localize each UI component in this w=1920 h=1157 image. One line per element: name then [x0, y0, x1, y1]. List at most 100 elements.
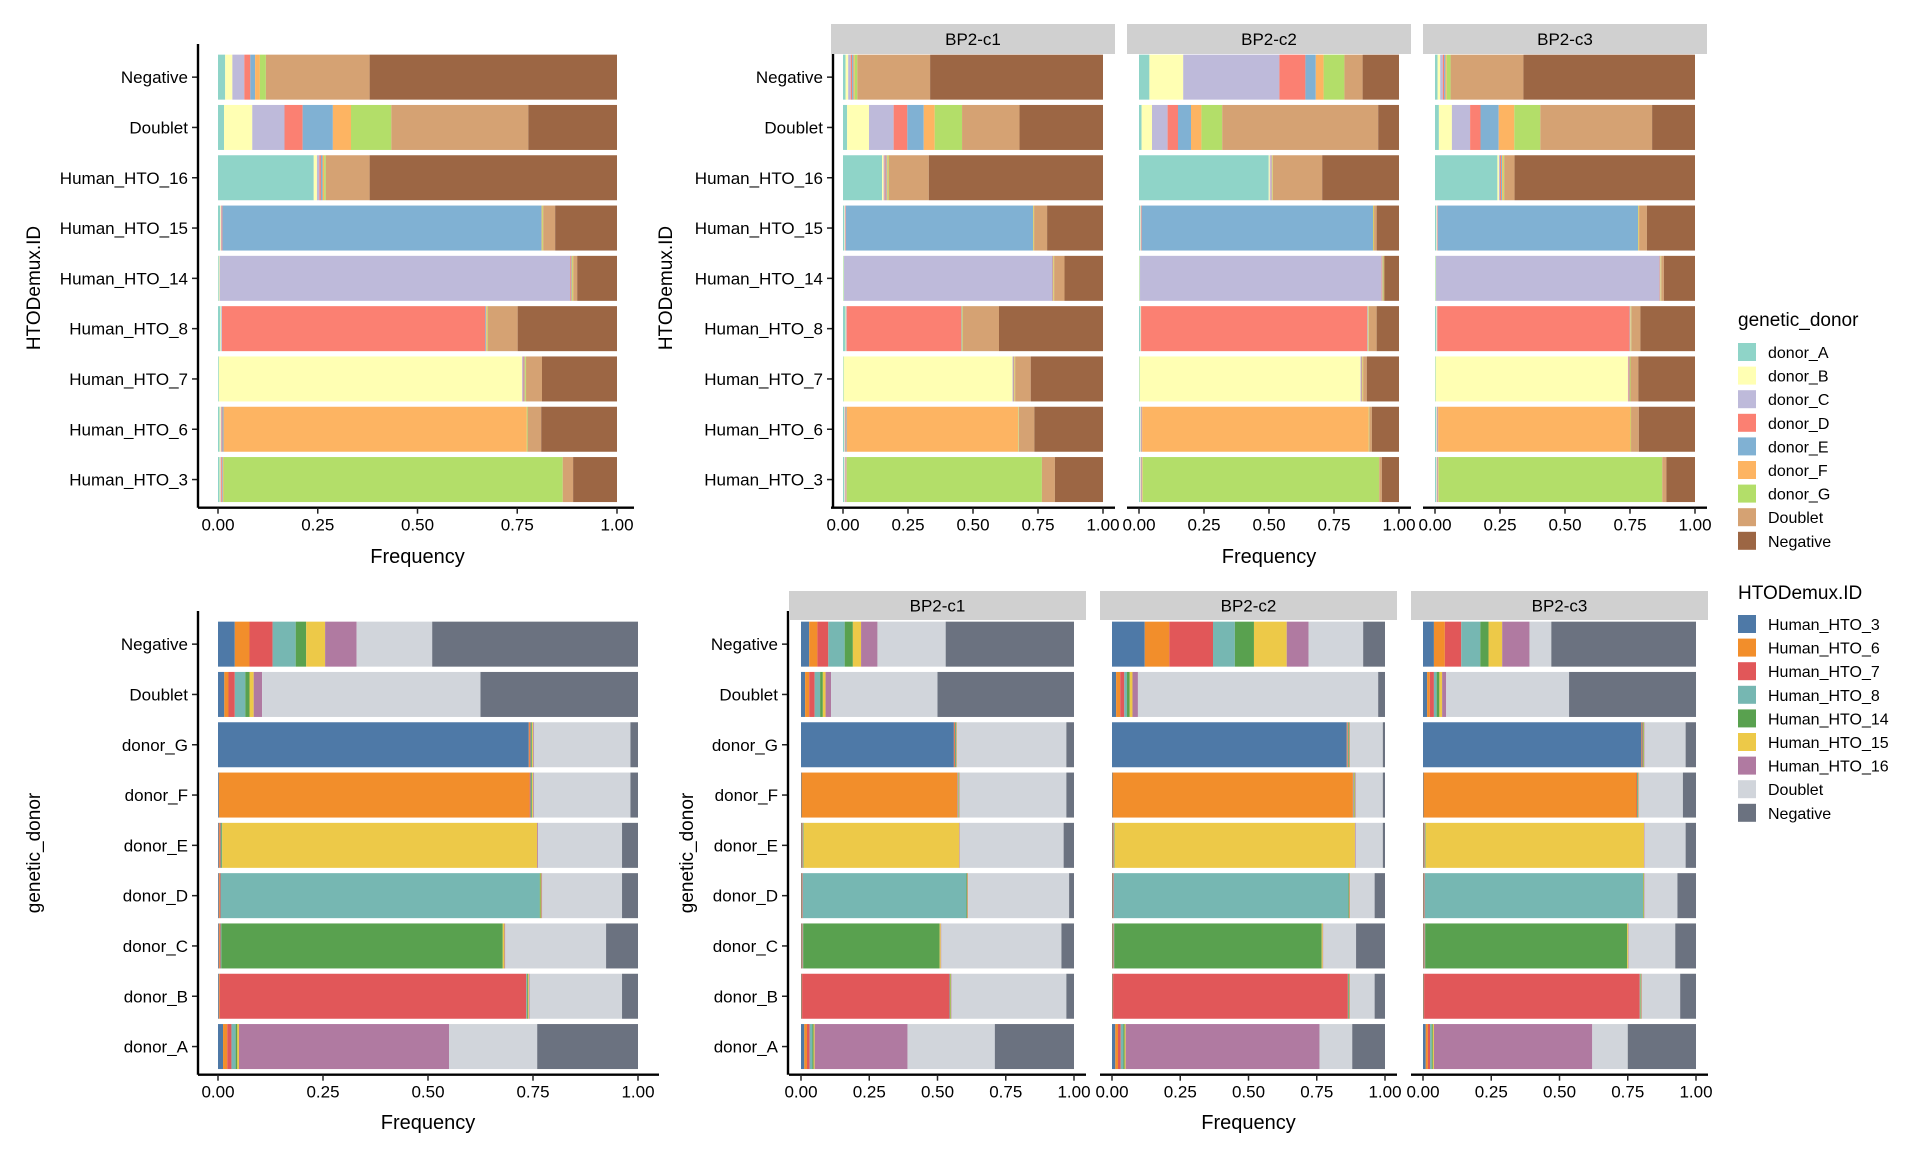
x-tick-label: 0.25: [1187, 516, 1220, 535]
bar-segment-human-hto-8-donor-g: [486, 306, 488, 352]
legend-swatch-donor-d: [1738, 413, 1756, 432]
bar-segment-donor-b-human-hto-15: [1348, 973, 1350, 1019]
bar-segment-human-hto-14-donor-c: [844, 255, 1053, 301]
facet-strip: [1100, 591, 1397, 620]
bar-segment-donor-g-human-hto-7: [1347, 722, 1348, 768]
bar-segment-human-hto-6-doublet: [1369, 406, 1372, 452]
bar-segment-human-hto-14-donor-d: [1659, 255, 1660, 301]
bar-segment-negative-donor-b: [225, 54, 233, 100]
y-tick-label-negative: Negative: [121, 635, 188, 654]
facet-bp2-c1: BP2-c1 0.00 0.25 0.50 0.75 1.00: [784, 591, 1091, 1102]
bar-segment-human-hto-14-donor-b: [218, 255, 220, 301]
bar-segment-donor-c-doublet: [941, 923, 1062, 969]
bar-segment-donor-a-human-hto-16: [239, 1024, 449, 1070]
bar-segment-human-hto-3-donor-g: [846, 457, 1042, 503]
bar-segment-human-hto-15-donor-c: [1436, 205, 1438, 251]
bar-segment-negative-negative: [1362, 54, 1399, 100]
bar-segment-doublet-human-hto-7: [1429, 671, 1434, 717]
facet-strip: [1127, 24, 1411, 54]
bar-segment-human-hto-16-donor-e: [320, 155, 323, 201]
bar-segment-donor-d-human-hto-15: [1348, 873, 1350, 919]
bar-segment-human-hto-7-donor-g: [1362, 356, 1364, 402]
bar-segment-human-hto-14-donor-e: [570, 255, 572, 301]
legend-label-human-hto-8: Human_HTO_8: [1768, 688, 1880, 705]
bar-segment-human-hto-6-donor-g: [1630, 406, 1632, 452]
bar-segment-human-hto-3-donor-f: [1438, 457, 1439, 503]
bar-segment-negative-donor-a: [218, 54, 226, 100]
bar-segment-human-hto-3-donor-f: [1142, 457, 1143, 503]
bar-segment-donor-d-human-hto-3: [1423, 873, 1424, 919]
bar-segment-donor-a-doublet: [907, 1024, 995, 1070]
bar-segment-doublet-human-hto-16: [253, 671, 263, 717]
x-tick-label: 0.75: [1300, 1083, 1333, 1102]
bar-segment-negative-human-hto-3: [218, 621, 235, 667]
x-tick-label: 0.25: [1164, 1083, 1197, 1102]
x-tick-label: 0.00: [201, 1083, 234, 1102]
bar-segment-human-hto-16-donor-a: [218, 155, 314, 201]
legend-label-human-hto-16: Human_HTO_16: [1768, 759, 1889, 776]
bar-segment-human-hto-6-donor-f: [1438, 406, 1631, 452]
bar-segment-donor-f-human-hto-6: [218, 772, 530, 818]
bar-segment-human-hto-14-donor-a: [1139, 255, 1140, 301]
legend-label-human-hto-15: Human_HTO_15: [1768, 735, 1889, 752]
legend-swatch-human-hto-6: [1738, 638, 1756, 657]
bar-segment-doublet-doublet: [1137, 671, 1379, 717]
bar-segment-human-hto-3-donor-b: [219, 457, 221, 503]
bar-segment-donor-b-human-hto-7: [1113, 973, 1348, 1019]
bar-segment-human-hto-15-donor-c: [844, 205, 846, 251]
bar-segment-donor-g-doublet: [957, 722, 1067, 768]
bar-segment-donor-e-human-hto-16: [1644, 822, 1645, 868]
chart-bottom-overall: Negative Doublet donor_G donor_F donor_Edono…: [24, 611, 659, 1134]
x-tick-label: 1.00: [1382, 516, 1415, 535]
bar-segment-doublet-human-hto-15: [1129, 671, 1133, 717]
bar-segment-human-hto-3-donor-d: [845, 457, 846, 503]
bar-segment-donor-a-human-hto-15: [1124, 1024, 1126, 1070]
x-axis-title: Frequency: [370, 546, 465, 568]
bar-segment-donor-b-human-hto-7: [219, 973, 527, 1019]
bar-segment-donor-d-human-hto-7: [1424, 873, 1425, 919]
bar-segment-donor-b-human-hto-15: [527, 973, 529, 1019]
bar-segment-human-hto-8-doublet: [962, 306, 999, 352]
y-tick-label-human-hto-6: Human_HTO_6: [69, 420, 188, 439]
bar-segment-human-hto-14-donor-g: [1660, 255, 1662, 301]
bar-segment-human-hto-14-donor-e: [1052, 255, 1054, 301]
bar-segment-donor-f-human-hto-14: [531, 772, 533, 818]
bar-segment-donor-g-doublet: [533, 722, 631, 768]
bar-segment-negative-human-hto-16: [325, 621, 357, 667]
bar-segment-doublet-human-hto-8: [1124, 671, 1128, 717]
bar-segment-human-hto-16-donor-c: [1269, 155, 1271, 201]
bar-segment-negative-donor-d: [1279, 54, 1306, 100]
bar-segment-human-hto-3-donor-c: [1436, 457, 1438, 503]
bar-segment-human-hto-3-doublet: [1662, 457, 1667, 503]
bar-segment-donor-f-negative: [1382, 772, 1385, 818]
bar-segment-donor-f-human-hto-15: [1638, 772, 1639, 818]
bar-segment-donor-e-human-hto-8: [220, 822, 222, 868]
bar-segment-donor-e-human-hto-14: [1425, 822, 1426, 868]
bar-segment-doublet-negative: [528, 104, 617, 150]
bar-segment-human-hto-15-donor-e: [1437, 205, 1639, 251]
bar-segment-donor-f-human-hto-16: [1638, 772, 1640, 818]
bar-segment-donor-a-negative: [537, 1024, 638, 1070]
bar-segment-donor-f-doublet: [1355, 772, 1383, 818]
bar-segment-donor-f-human-hto-15: [1354, 772, 1355, 818]
bar-segment-negative-donor-g: [1446, 54, 1451, 100]
bar-segment-human-hto-15-negative: [1376, 205, 1399, 251]
bar-segment-human-hto-3-donor-a: [1139, 457, 1141, 503]
bar-segment-doublet-doublet: [1446, 671, 1570, 717]
legend-swatch-human-hto-15: [1738, 733, 1756, 751]
bar-segment-doublet-doublet: [831, 671, 938, 717]
bar-segment-human-hto-8-donor-g: [962, 306, 963, 352]
bar-segment-human-hto-3-donor-b: [1436, 457, 1437, 503]
bar-segment-human-hto-16-doublet: [1272, 155, 1323, 201]
bar-segment-donor-e-human-hto-15: [1425, 822, 1645, 868]
bar-segment-doublet-human-hto-7: [1120, 671, 1125, 717]
y-tick-label-human-hto-16: Human_HTO_16: [60, 169, 188, 188]
bar-segment-human-hto-7-donor-g: [1014, 356, 1016, 402]
bar-segment-negative-donor-a: [843, 54, 846, 100]
bar-segment-doublet-donor-a: [843, 104, 848, 150]
bar-segment-donor-e-human-hto-3: [1423, 822, 1424, 868]
facet-strip-label: BP2-c2: [1241, 30, 1297, 49]
bar-segment-human-hto-7-donor-e: [1628, 356, 1630, 402]
bar-segment-doublet-negative: [1019, 104, 1103, 150]
x-tick-label: 0.50: [411, 1083, 444, 1102]
